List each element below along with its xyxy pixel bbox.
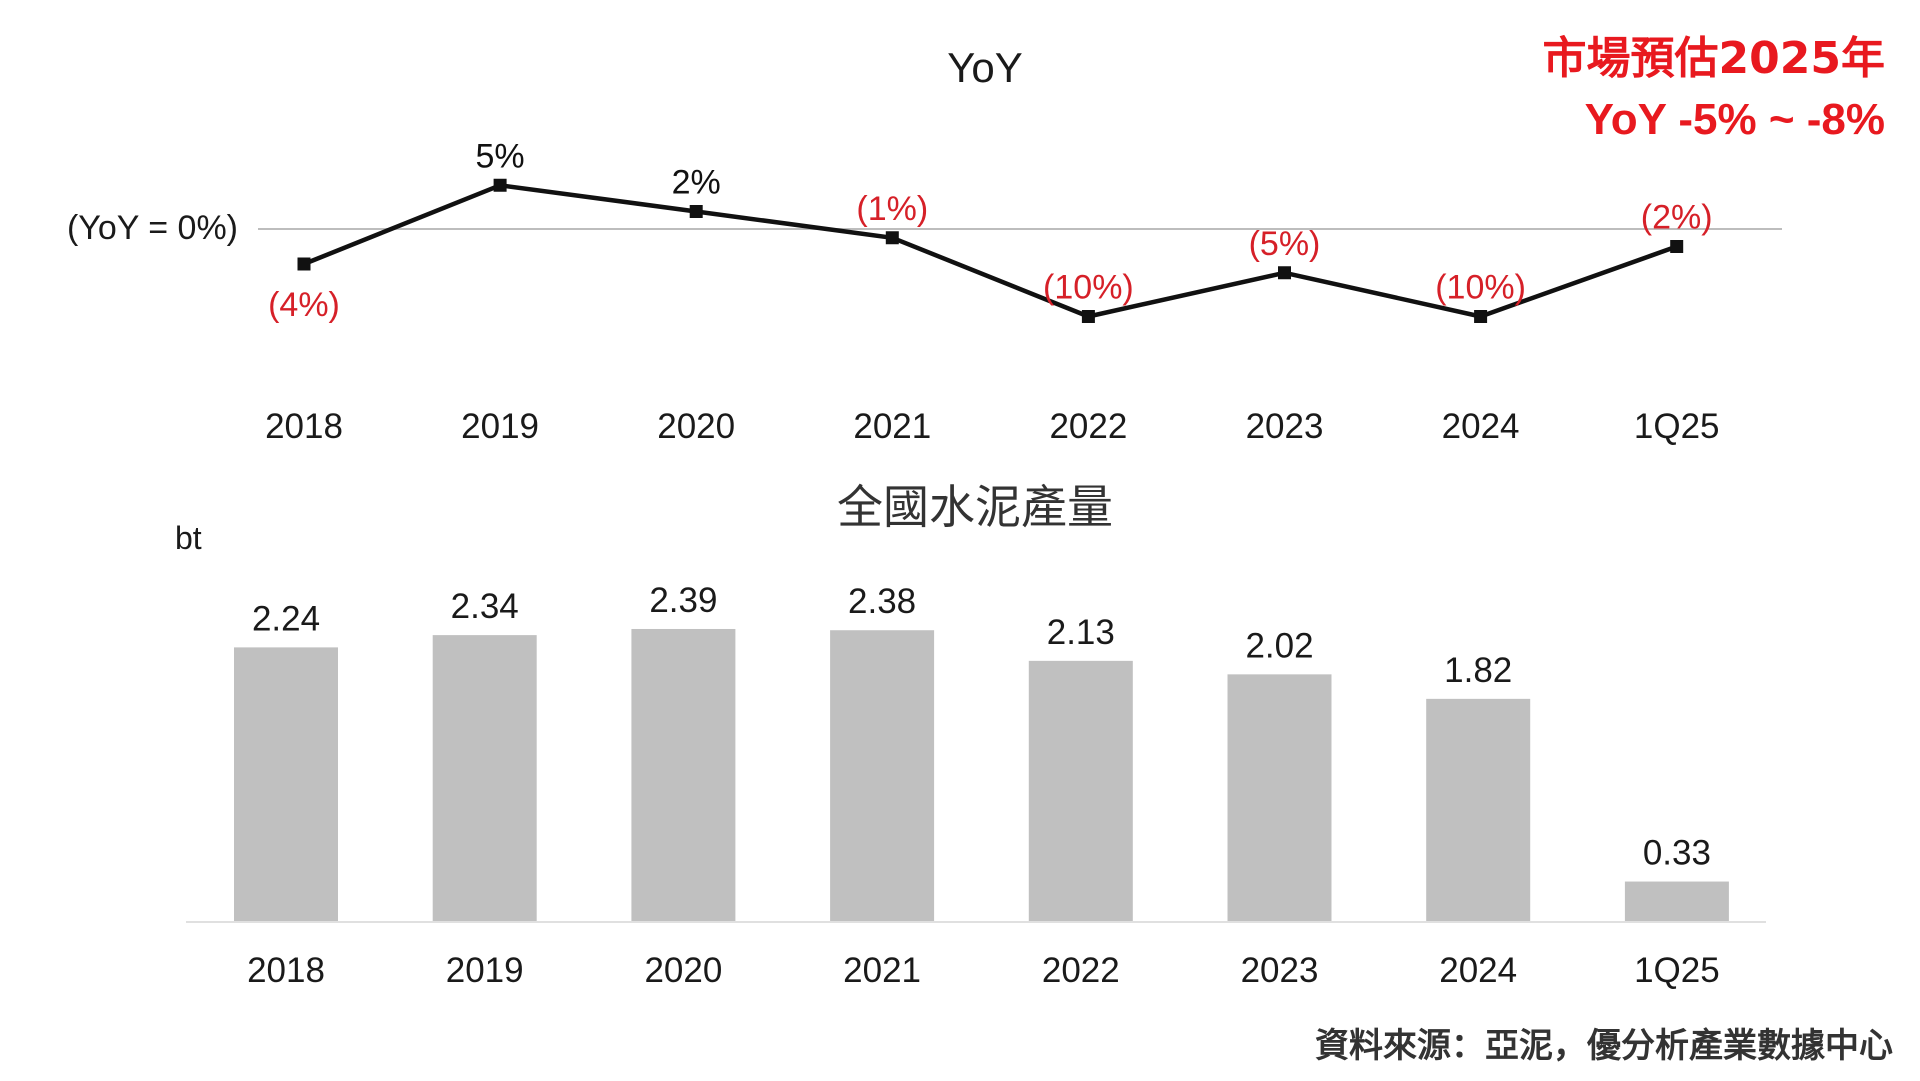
production-bar — [631, 628, 736, 922]
production-bar — [1227, 674, 1332, 922]
production-bar — [1426, 698, 1531, 922]
line-x-tick-label: 2023 — [1246, 407, 1324, 446]
production-bar-series: 2.24 2.34 2.39 2.38 2.13 2.02 1.82 0.33 — [234, 581, 1729, 922]
bar-x-tick-label: 2020 — [644, 951, 722, 990]
line-chart-title: YoY — [947, 44, 1023, 91]
yoy-data-label: 5% — [476, 137, 525, 175]
yoy-data-label: (2%) — [1641, 199, 1713, 237]
line-x-axis-ticks: 2018 2019 2020 2021 2022 2023 2024 1Q25 — [265, 407, 1719, 446]
bar-chart-unit-label: bt — [175, 520, 202, 556]
bar-data-label: 2.02 — [1245, 626, 1313, 665]
yoy-point-marker — [493, 178, 507, 192]
yoy-data-label: (1%) — [856, 190, 928, 228]
yoy-point-marker — [885, 231, 899, 245]
line-x-tick-label: 2019 — [461, 407, 539, 446]
yoy-point-marker — [1278, 266, 1291, 280]
bar-data-label: 2.34 — [451, 587, 519, 626]
yoy-point-marker — [1081, 310, 1095, 323]
line-x-tick-label: 2018 — [265, 407, 343, 446]
bar-x-tick-label: 2021 — [843, 951, 921, 990]
line-x-tick-label: 2024 — [1442, 407, 1520, 446]
production-bar — [1028, 660, 1133, 922]
yoy-data-label: (10%) — [1435, 269, 1526, 307]
forecast-annotation-line1: 市場預估2025年 — [1543, 33, 1885, 84]
yoy-line — [303, 183, 1678, 319]
yoy-data-label: 2% — [672, 164, 721, 202]
production-bar — [830, 630, 935, 922]
bar-x-tick-label: 2022 — [1042, 951, 1120, 990]
production-bar — [234, 647, 338, 922]
bar-x-tick-label: 2019 — [446, 951, 524, 990]
bar-x-tick-label: 2024 — [1439, 951, 1517, 990]
line-x-tick-label: 2020 — [657, 407, 735, 446]
bar-data-label: 2.39 — [649, 581, 717, 620]
bar-data-label: 2.13 — [1047, 613, 1115, 652]
bar-x-axis-ticks: 2018 2019 2020 2021 2022 2023 2024 1Q25 — [247, 951, 1720, 990]
forecast-annotation-line2: YoY -5% ~ -8% — [1585, 95, 1885, 144]
yoy-data-label: (5%) — [1249, 225, 1321, 263]
source-note: 資料來源：亞泥，優分析產業數據中心 — [1315, 1026, 1893, 1066]
line-x-tick-label: 1Q25 — [1634, 407, 1720, 446]
bar-x-tick-label: 2023 — [1241, 951, 1319, 990]
production-bar — [1624, 881, 1729, 922]
line-x-tick-label: 2021 — [853, 407, 931, 446]
yoy-line-series: (4%) 5% 2% (1%) (10%) (5%) (10%) (2%) — [268, 137, 1712, 324]
yoy-data-label: (4%) — [268, 286, 340, 324]
yoy-point-marker — [689, 205, 703, 218]
bar-data-label: 0.33 — [1643, 834, 1711, 873]
yoy-point-marker — [1474, 310, 1488, 323]
bar-data-label: 2.38 — [848, 582, 916, 621]
bar-data-label: 1.82 — [1444, 651, 1512, 690]
yoy-point-marker — [297, 257, 311, 271]
line-x-tick-label: 2022 — [1049, 407, 1127, 446]
bar-x-tick-label: 1Q25 — [1634, 951, 1720, 990]
bar-x-tick-label: 2018 — [247, 951, 325, 990]
reference-line-label: (YoY = 0%) — [67, 209, 238, 247]
bar-chart-title: 全國水泥產量 — [837, 480, 1113, 534]
bar-data-label: 2.24 — [252, 599, 320, 638]
production-bar — [432, 635, 537, 922]
yoy-point-marker — [1670, 240, 1684, 253]
yoy-data-label: (10%) — [1043, 269, 1134, 307]
